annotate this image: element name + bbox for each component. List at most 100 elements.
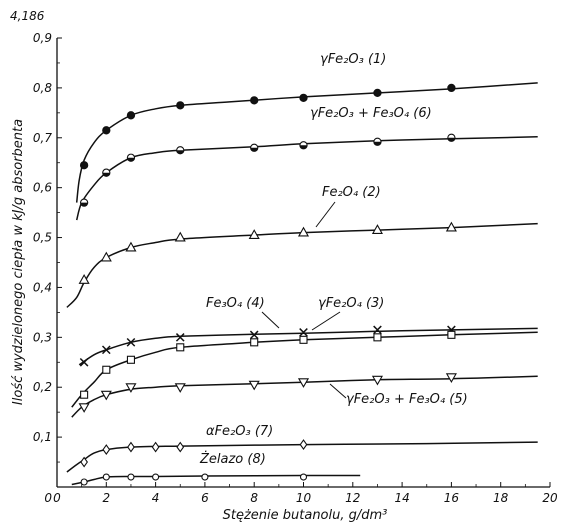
series-1-marker: [79, 161, 89, 170]
series-1-marker: [176, 101, 185, 110]
series-labels: γFe₂O₃ (1) γFe₂O₃ + Fe₃O₄ (6) Fe₂O₄ (2) Fe₃…: [199, 52, 468, 467]
series-4-marker-stroke-b: [299, 328, 308, 337]
series-6-marker: [125, 383, 137, 393]
series-2-marker-fill: [102, 172, 110, 177]
series-8-marker: [127, 473, 135, 481]
series-2-marker: [79, 198, 89, 207]
label-leader-lines: [261, 201, 347, 399]
series-4-marker-stroke-b: [79, 357, 89, 367]
series-4-marker: [249, 330, 259, 340]
x-tick-label: 18: [493, 491, 509, 505]
series-label-1: γFe₂O₃ (1): [320, 52, 386, 67]
series-6-marker: [78, 403, 90, 413]
x-tick-label: 8: [250, 491, 258, 505]
series-2-marker: [299, 141, 308, 150]
series-4-marker-stroke-b: [126, 337, 136, 347]
series-4-marker-stroke-b: [175, 333, 185, 342]
series-line-6: [71, 375, 538, 418]
x-tick-label: 2: [102, 491, 110, 505]
y-unit-note: 4,186: [10, 9, 45, 23]
series-2-marker-fill: [176, 150, 184, 154]
series-5-marker: [299, 335, 308, 344]
series-6-marker: [174, 383, 186, 393]
series-3-marker: [100, 251, 112, 262]
series-5-marker: [250, 338, 259, 347]
leader-line-5: [311, 311, 341, 331]
series-3-marker: [371, 224, 383, 235]
series-6-marker: [100, 390, 112, 401]
leader-line-6: [329, 383, 347, 399]
series-4-marker: [101, 345, 111, 355]
series-2-marker: [102, 168, 111, 177]
series-label-5: γFe₂O₄ (3): [318, 296, 384, 311]
series-8-marker: [80, 478, 88, 486]
series-2-marker: [176, 146, 185, 155]
series-4-marker: [175, 333, 185, 342]
series-2-marker-fill: [447, 137, 455, 142]
leader-line-4: [261, 311, 280, 329]
x-tick-label: 16: [444, 491, 460, 505]
series-label-8: Żelazo (8): [199, 451, 266, 467]
series-1-marker: [126, 111, 136, 120]
series-5-marker: [176, 343, 185, 352]
y-tick-label: 0,9: [33, 31, 52, 45]
series-1-marker: [373, 88, 382, 98]
series-2-marker-fill: [373, 141, 382, 146]
y-tick-label: 0,3: [33, 330, 52, 344]
x-tick-label: 0: [53, 491, 61, 505]
series-5-marker: [126, 355, 135, 364]
series-8-marker: [201, 473, 209, 481]
y-tick-label: 0,4: [33, 280, 52, 294]
series-7-marker: [80, 456, 88, 468]
series-7-marker: [102, 444, 111, 456]
series-4-marker-stroke-b: [249, 330, 259, 340]
series-6-marker: [297, 378, 310, 388]
series-8-marker: [102, 473, 110, 481]
y-tick-label: 0,5: [33, 231, 52, 245]
series-7-marker: [176, 441, 185, 453]
series-label-6: γFe₂O₃ + Fe₃O₄ (5): [346, 392, 468, 407]
leader-line-3: [315, 201, 336, 228]
series-1-marker: [299, 93, 308, 103]
series-2-marker: [250, 143, 259, 152]
series-2-marker-fill: [299, 145, 308, 149]
series-4-marker-stroke-b: [101, 345, 111, 355]
series-line-2: [75, 136, 538, 221]
series-line-4: [78, 327, 538, 366]
series-4-marker: [126, 337, 136, 347]
series-markers: [78, 83, 457, 486]
series-5-marker: [80, 390, 89, 399]
y-tick-label: 0,1: [33, 430, 52, 444]
series-8-marker: [152, 473, 160, 481]
x-tick-label: 6: [201, 491, 209, 505]
series-3-marker: [248, 229, 260, 240]
y-tick-label: 0,2: [33, 380, 52, 394]
y-tick-label: 0,7: [33, 131, 52, 145]
series-4-marker-stroke-b: [373, 325, 382, 335]
x-tick-label: 20: [542, 491, 558, 505]
x-tick-label: 14: [394, 491, 409, 505]
series-5-marker: [102, 365, 111, 374]
x-tick-label: 10: [296, 491, 312, 505]
series-5-marker: [373, 333, 382, 342]
series-label-2: γFe₂O₃ + Fe₃O₄ (6): [310, 106, 432, 121]
series-3-marker: [297, 226, 310, 237]
series-5-marker: [447, 330, 456, 339]
series-label-7: αFe₂O₃ (7): [206, 424, 273, 439]
series-6-marker: [445, 373, 457, 383]
series-7-marker: [151, 441, 160, 453]
x-tick-label: 12: [345, 491, 360, 505]
series-4-marker: [299, 328, 308, 337]
series-4-marker: [373, 325, 382, 335]
series-6-marker: [248, 380, 260, 391]
series-6-marker: [371, 375, 384, 386]
series-3-marker: [78, 274, 90, 284]
x-axis-label: Stężenie butanolu, g/dm³: [223, 508, 388, 523]
series-8-marker: [299, 473, 308, 481]
series-line-1: [75, 82, 538, 203]
series-2-marker: [373, 137, 382, 146]
series-1-marker: [250, 96, 259, 105]
series-2-marker-fill: [127, 157, 135, 162]
x-tick-label: 4: [152, 491, 160, 505]
